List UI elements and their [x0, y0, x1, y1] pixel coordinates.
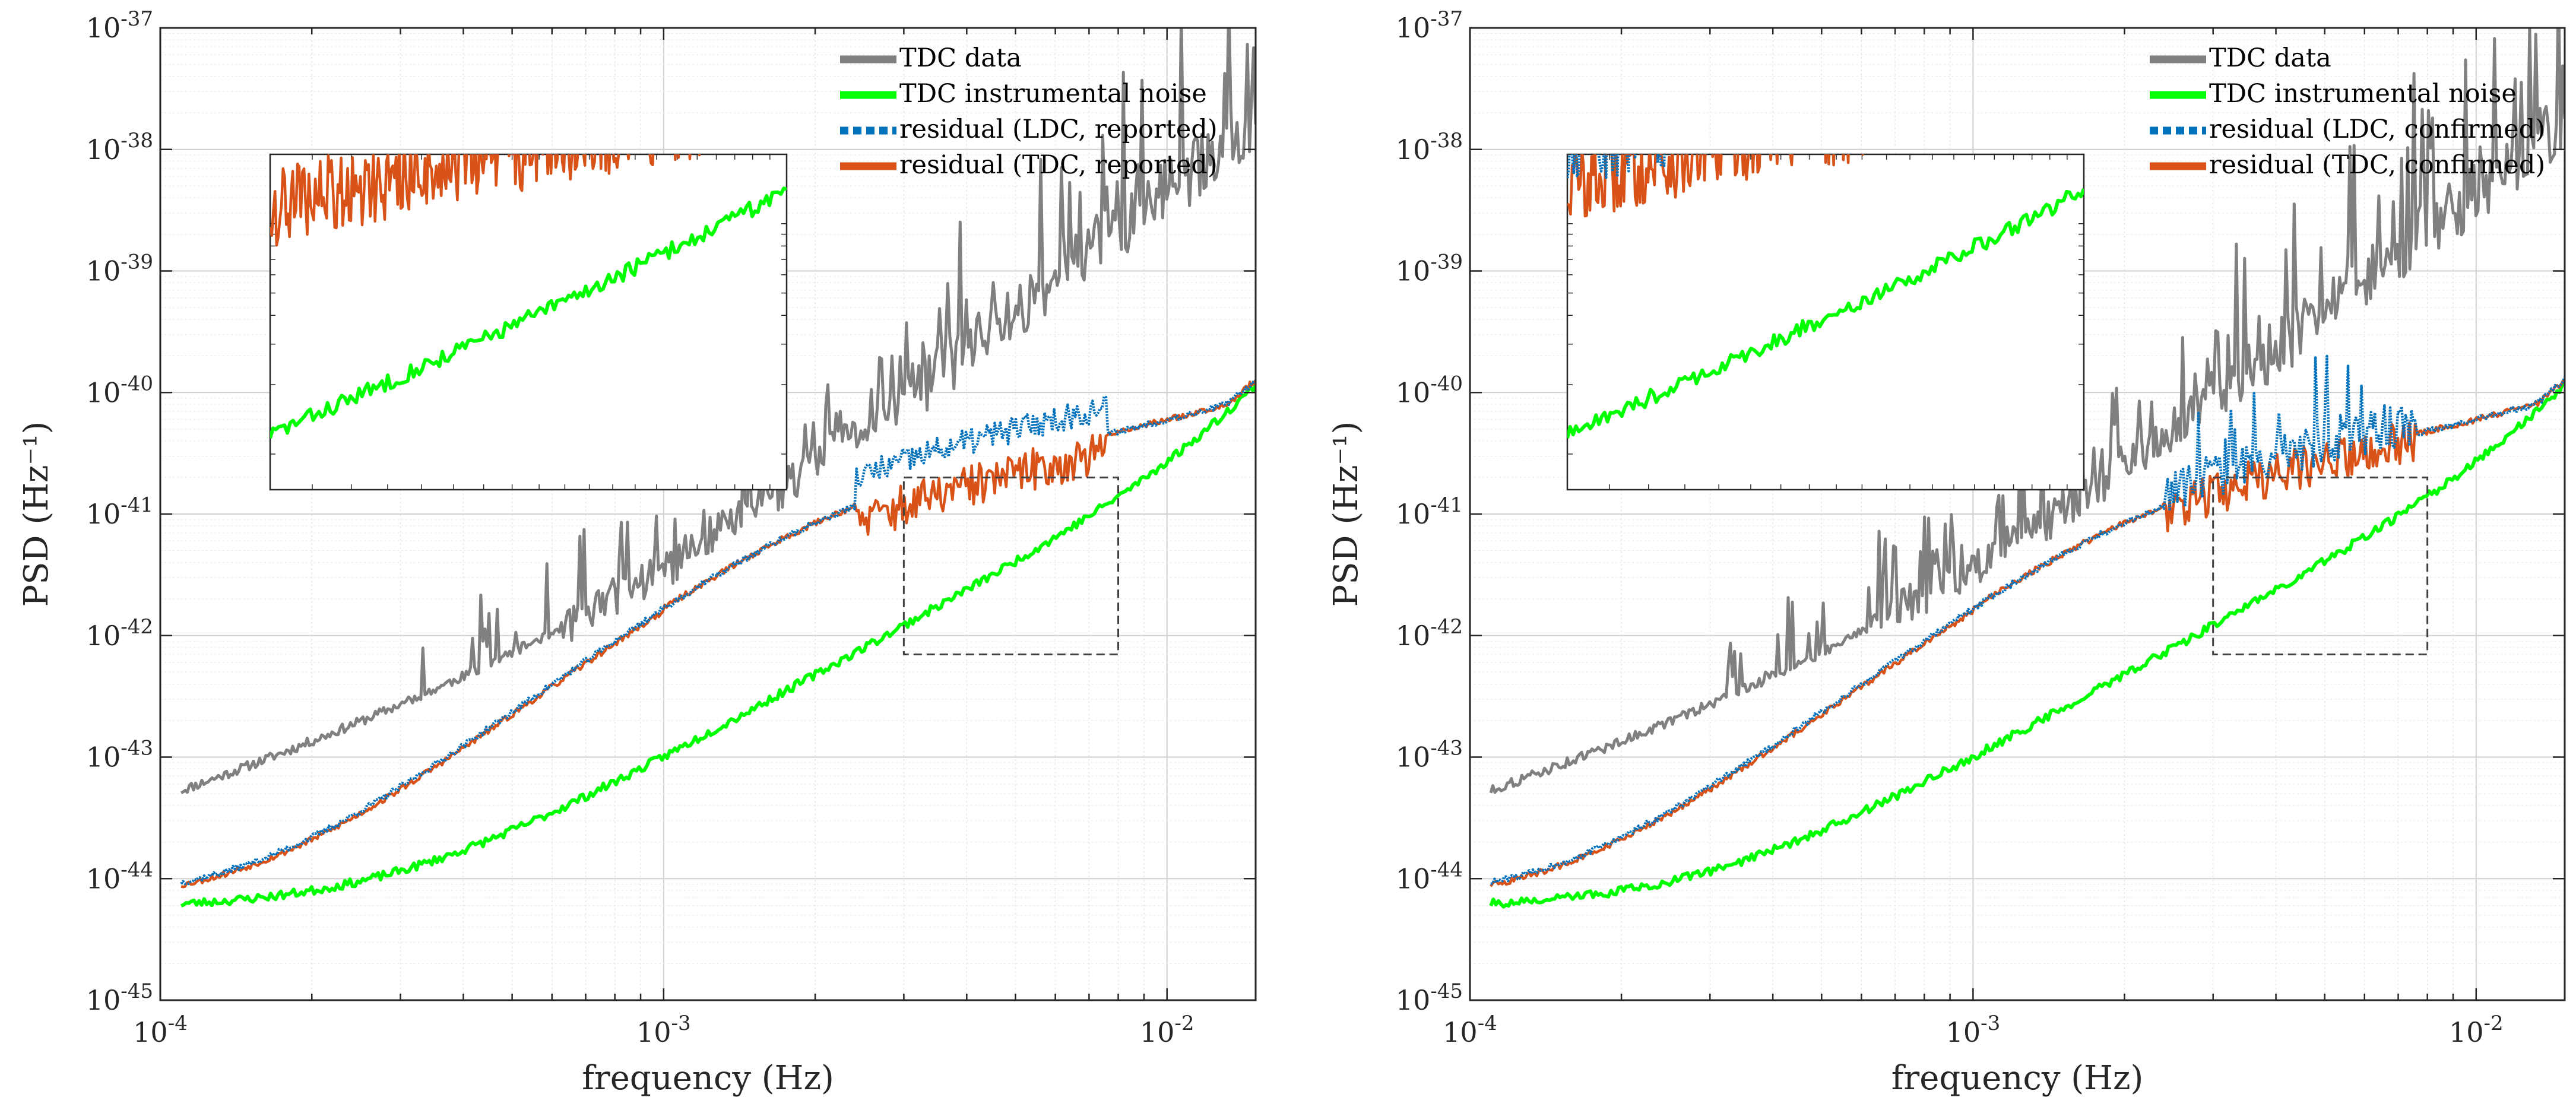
chart-panel-reported: 10-4 10-3 10-210-4510-4410-4310-4210-4110-… — [17, 7, 1257, 1098]
legend-label: residual (LDC, confirmed) — [2209, 115, 2545, 144]
series-lines — [1489, 28, 2565, 909]
legend-item: TDC data — [2150, 43, 2331, 73]
inset-series-line-3 — [1567, 154, 1864, 218]
y-tick-label: 10-40 — [86, 372, 153, 408]
x-tick-label: 10-4 — [1443, 1011, 1497, 1048]
y-tick-label: 10-42 — [86, 615, 153, 652]
x-tick-label: 10-4 — [133, 1011, 188, 1048]
series-line-0 — [180, 28, 1256, 795]
inset-series-line-3 — [270, 154, 701, 247]
series-line-1 — [180, 384, 1256, 908]
legend-label: residual (TDC, confirmed) — [2209, 150, 2545, 180]
legend-label: TDC instrumental noise — [2209, 79, 2517, 109]
y-tick-label: 10-44 — [1396, 858, 1463, 895]
legend-item: residual (TDC, confirmed) — [2150, 150, 2545, 180]
legend-label: residual (TDC, reported) — [899, 150, 1218, 180]
y-axis-title: PSD (Hz⁻¹) — [1327, 421, 1365, 607]
tick-marks — [1469, 27, 2565, 1001]
inset-frame — [1566, 153, 2085, 491]
inset-lines — [270, 154, 787, 439]
x-tick-label: 10-3 — [1946, 1011, 2001, 1048]
y-tick-labels: 10-45 10-44 10-43 10-42 10-41 10-40 10-39 10-38… — [86, 7, 153, 1016]
legend: TDC data TDC instrumental noise residual (… — [840, 43, 1218, 180]
legend-item: TDC instrumental noise — [840, 79, 1207, 109]
inset-series-line-1 — [1567, 188, 2084, 439]
legend-label: TDC data — [899, 43, 1022, 73]
tick-marks — [159, 27, 1256, 1001]
y-axis-title: PSD (Hz⁻¹) — [17, 421, 56, 607]
series-line-2 — [1490, 354, 2565, 886]
y-tick-label: 10-42 — [1396, 615, 1463, 652]
y-tick-label: 10-38 — [1396, 129, 1463, 166]
y-tick-label: 10-45 — [1396, 979, 1463, 1016]
y-tick-label: 10-39 — [86, 250, 153, 287]
legend: TDC data TDC instrumental noise residual (… — [2150, 43, 2545, 180]
legend-label: TDC data — [2209, 43, 2331, 73]
y-tick-label: 10-37 — [1396, 7, 1463, 44]
x-tick-label: 10-2 — [2449, 1011, 2504, 1048]
y-tick-labels: 10-45 10-44 10-43 10-42 10-41 10-40 10-39 10-38… — [1396, 7, 1463, 1016]
series-line-0 — [1489, 28, 2565, 794]
x-tick-label: 10-3 — [636, 1011, 691, 1048]
legend-label: residual (LDC, reported) — [899, 115, 1218, 144]
y-tick-label: 10-45 — [86, 979, 153, 1016]
legend-label: TDC instrumental noise — [899, 79, 1207, 109]
x-tick-labels: 10-4 10-3 10-2 — [133, 1011, 1194, 1048]
y-tick-label: 10-43 — [86, 737, 153, 773]
inset-series-line-1 — [270, 186, 787, 439]
series-line-1 — [1489, 382, 2565, 909]
legend-item: TDC instrumental noise — [2150, 79, 2517, 109]
y-tick-label: 10-44 — [86, 858, 153, 895]
zoom-box — [902, 476, 1120, 655]
y-tick-label: 10-41 — [1396, 493, 1463, 530]
y-tick-label: 10-40 — [1396, 372, 1463, 408]
x-axis-title: frequency (Hz) — [1891, 1059, 2144, 1098]
inset-frame — [269, 153, 788, 491]
legend-item: residual (TDC, reported) — [840, 150, 1218, 180]
x-tick-label: 10-2 — [1140, 1011, 1194, 1048]
y-tick-label: 10-43 — [1396, 737, 1463, 773]
inset-lines — [1567, 154, 2084, 439]
series-lines — [180, 28, 1256, 908]
legend-item: residual (LDC, confirmed) — [2150, 115, 2545, 144]
legend-item: residual (LDC, reported) — [840, 115, 1218, 144]
y-tick-label: 10-39 — [1396, 250, 1463, 287]
chart-panel-confirmed: 10-4 10-3 10-210-4510-4410-4310-4210-4110-… — [1327, 7, 2566, 1098]
y-tick-label: 10-41 — [86, 493, 153, 530]
inset-zoom — [1566, 153, 2085, 491]
x-axis-title: frequency (Hz) — [582, 1059, 834, 1098]
inset-zoom — [269, 153, 788, 491]
series-line-2 — [180, 379, 1256, 886]
x-tick-labels: 10-4 10-3 10-2 — [1443, 1011, 2503, 1048]
legend-item: TDC data — [840, 43, 1022, 73]
zoom-box — [2212, 476, 2429, 655]
y-tick-label: 10-37 — [86, 7, 153, 44]
y-tick-label: 10-38 — [86, 129, 153, 166]
